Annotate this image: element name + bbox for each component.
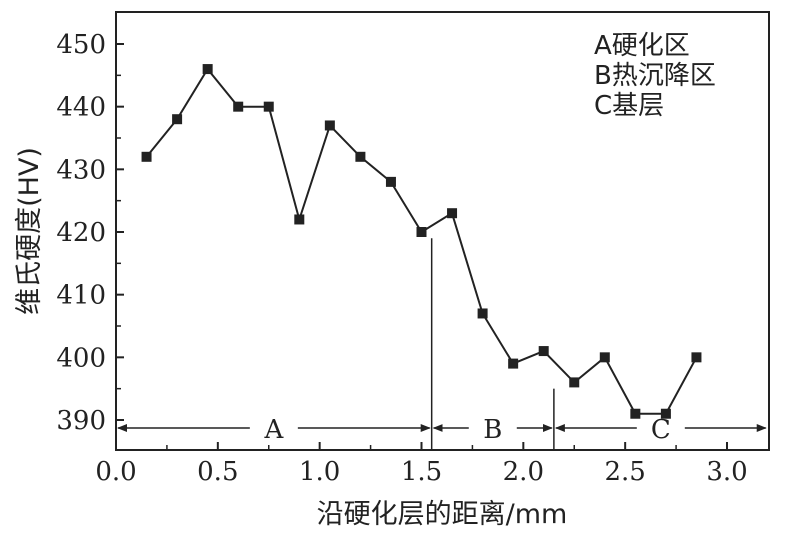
region-label: C <box>651 415 671 445</box>
data-point <box>172 114 183 125</box>
data-points <box>141 64 702 419</box>
y-tick-label: 410 <box>56 281 106 311</box>
data-point <box>263 101 274 112</box>
x-tick-label: 2.5 <box>604 457 645 487</box>
y-tick-label: 400 <box>56 343 106 373</box>
y-tick-label: 390 <box>56 406 106 436</box>
region-label: B <box>483 415 502 445</box>
y-tick-label: 450 <box>56 30 106 60</box>
data-point <box>660 408 671 419</box>
data-point <box>447 208 458 219</box>
y-axis: 390 400 410 420 430 440 450 <box>56 30 124 436</box>
data-point <box>294 214 305 225</box>
data-point <box>416 227 427 237</box>
x-axis-title: 沿硬化层的距离/mm <box>317 499 568 530</box>
data-point <box>538 346 549 357</box>
data-point <box>477 308 488 319</box>
data-point <box>630 408 641 419</box>
x-tick-label: 0.0 <box>95 457 136 487</box>
x-tick-label: 3.0 <box>706 457 747 487</box>
data-point <box>508 358 519 369</box>
y-tick-label: 430 <box>56 155 106 185</box>
x-tick-label: 1.0 <box>299 457 340 487</box>
x-axis: 0.0 0.5 1.0 1.5 2.0 2.5 3.0 <box>95 442 748 487</box>
y-tick-label: 420 <box>56 218 106 248</box>
region-annotations: A B C <box>117 238 767 450</box>
region-label: A <box>263 415 284 445</box>
data-point <box>691 352 702 363</box>
data-point <box>355 151 366 162</box>
data-point <box>599 352 610 363</box>
data-point <box>233 101 244 112</box>
x-tick-label: 0.5 <box>197 457 238 487</box>
data-point <box>202 64 213 75</box>
legend-entry: A硬化区 <box>594 31 690 61</box>
y-axis-title: 维氏硬度(HV) <box>14 147 45 315</box>
data-point <box>324 120 335 131</box>
x-tick-label: 2.0 <box>503 457 544 487</box>
legend-entry: B热沉降区 <box>594 61 716 91</box>
data-point <box>141 151 152 162</box>
data-point <box>385 176 396 187</box>
x-tick-label: 1.5 <box>401 457 442 487</box>
y-tick-label: 440 <box>56 93 106 123</box>
data-point <box>569 377 580 388</box>
legend-entry: C基层 <box>594 91 664 121</box>
